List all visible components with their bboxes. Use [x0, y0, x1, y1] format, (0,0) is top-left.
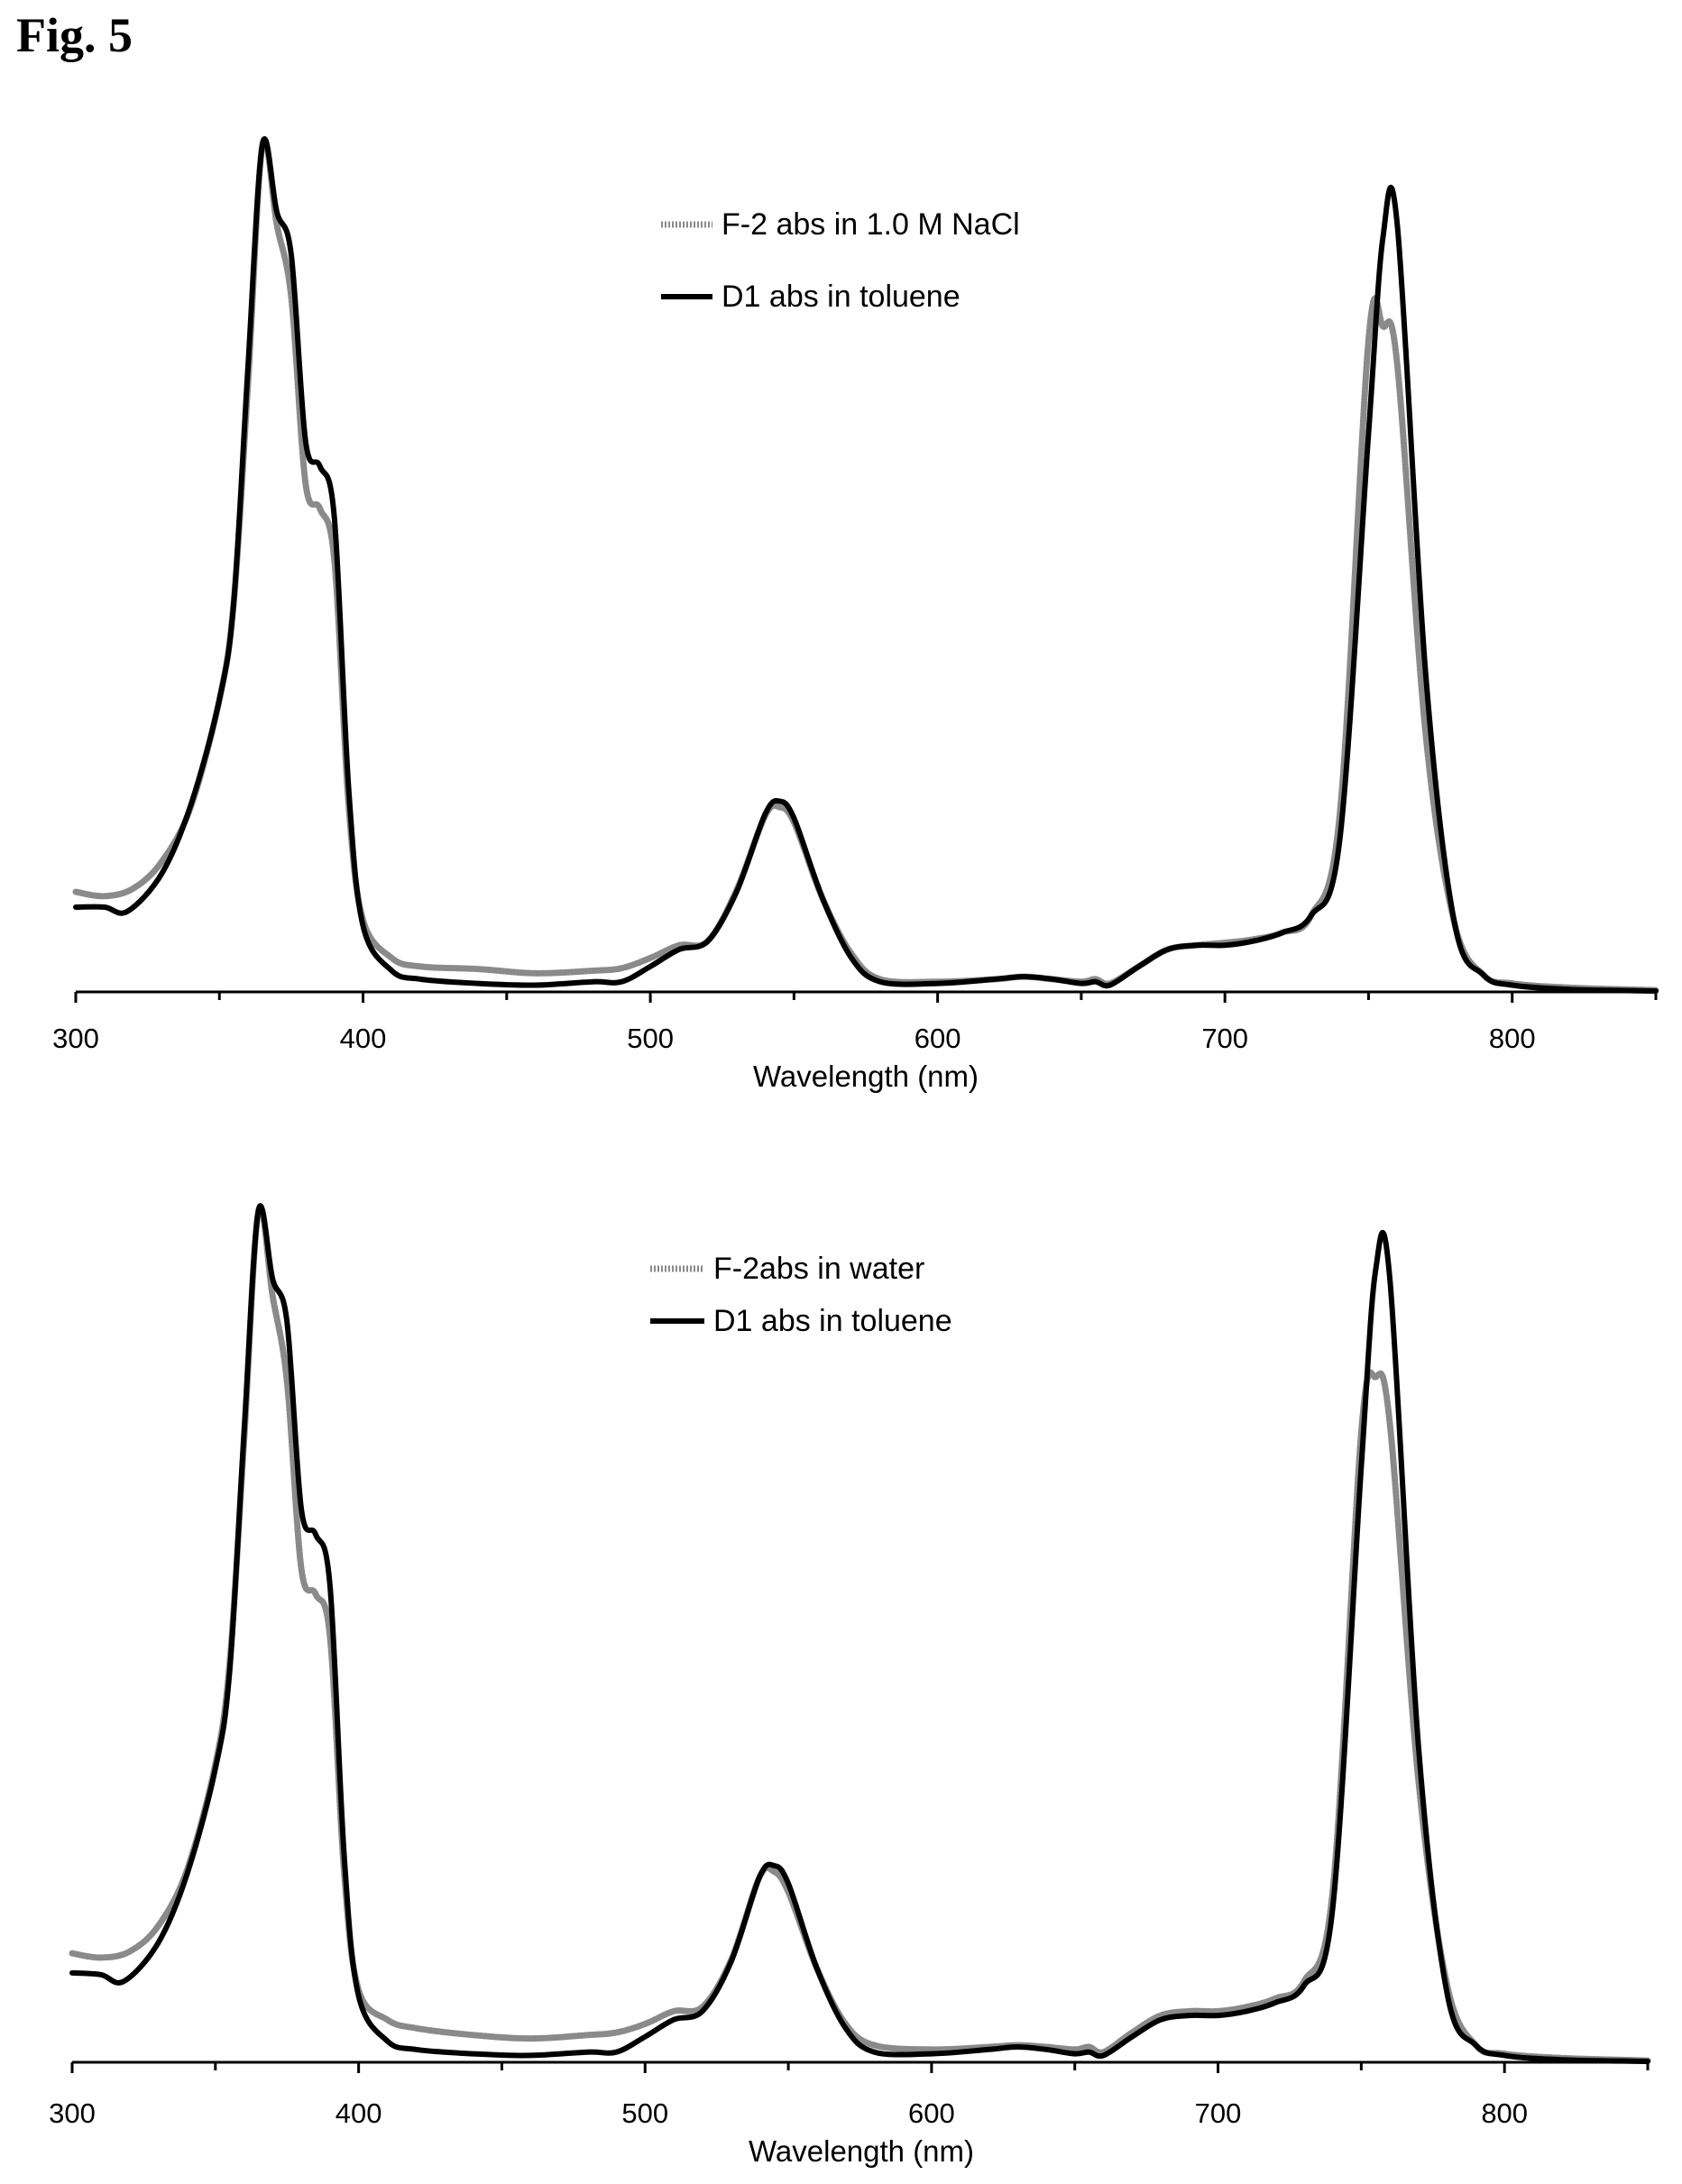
legend-label: D1 abs in toluene	[713, 1304, 952, 1338]
chart-bottom: 300 400 500 600 700 800 F-2abs in water D1 abs…	[49, 1203, 1651, 2168]
chart-bottom-axes: 300 400 500 600 700 800	[49, 2060, 1650, 2129]
chart-top-curves	[72, 135, 1659, 995]
chart-bottom-curves	[69, 1203, 1651, 2065]
chart-top-legend: F-2 abs in 1.0 M NaCl D1 abs in toluene	[661, 207, 1020, 314]
x-tick-label: 600	[908, 2097, 955, 2129]
chart-top: 300 400 500 600 700 800 F-2 abs in 1.0 M NaCl…	[52, 135, 1659, 1093]
x-tick-label: 400	[335, 2097, 382, 2129]
legend-label: F-2 abs in 1.0 M NaCl	[722, 207, 1020, 242]
series-line-1	[69, 1203, 1650, 2065]
x-axis-label: Wavelength (nm)	[749, 2134, 974, 2168]
series-line-1	[73, 136, 1659, 995]
x-axis-label: Wavelength (nm)	[753, 1060, 979, 1093]
x-tick-label: 500	[621, 2097, 668, 2129]
x-tick-label: 500	[627, 1023, 674, 1054]
figure-title: Fig. 5	[16, 8, 133, 62]
x-tick-label: 400	[340, 1023, 387, 1054]
x-tick-label: 700	[1195, 2097, 1242, 2129]
legend-label: D1 abs in toluene	[722, 280, 960, 314]
x-tick-label: 300	[49, 2097, 96, 2129]
x-tick-label: 800	[1489, 1023, 1536, 1054]
chart-top-axes: 300 400 500 600 700 800	[52, 990, 1658, 1054]
x-tick-label: 700	[1201, 1023, 1248, 1054]
chart-bottom-legend: F-2abs in water D1 abs in toluene	[650, 1252, 952, 1338]
legend-label: F-2abs in water	[713, 1252, 924, 1286]
x-tick-label: 600	[915, 1023, 961, 1054]
x-tick-label: 300	[52, 1023, 99, 1054]
x-tick-label: 800	[1481, 2097, 1528, 2129]
